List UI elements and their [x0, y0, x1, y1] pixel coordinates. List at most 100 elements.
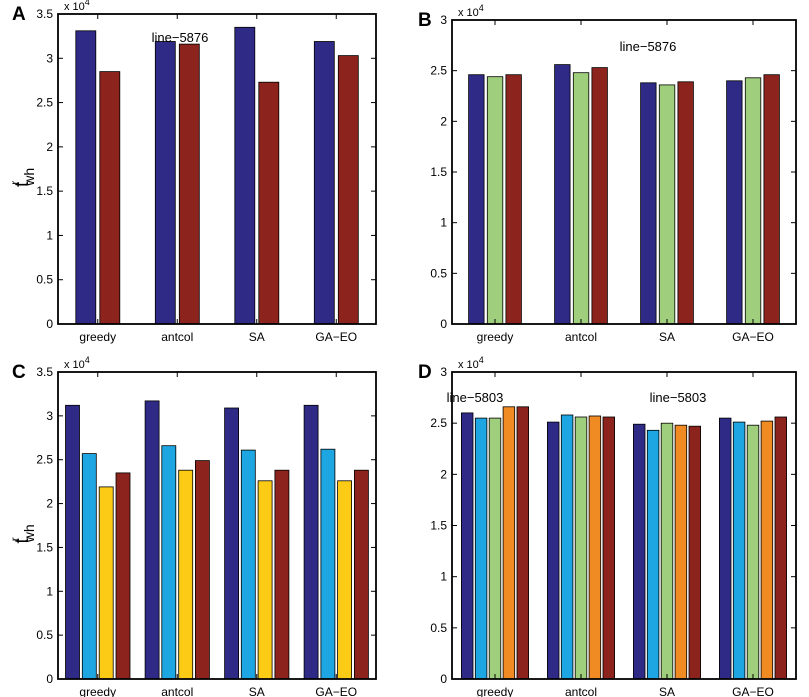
- bar-d-series-1-greedy: [460, 412, 474, 680]
- exponent-power-c: 4: [85, 355, 90, 365]
- exponent-base-c: x 10: [64, 359, 85, 371]
- exponent-label-c: x 104: [64, 355, 90, 371]
- bar-c-series-3-antcol: [178, 469, 194, 680]
- bar-d-series-4-sa: [674, 424, 688, 680]
- bar-c-series-3-sa: [257, 480, 273, 680]
- bar-a-series-1-sa: [234, 26, 256, 325]
- bar-d-series-2-greedy: [474, 417, 488, 680]
- bar-b-series-2-sa: [658, 84, 676, 325]
- bar-a-series-2-gaeo: [337, 55, 359, 325]
- ylabel-base-c: t: [12, 538, 33, 544]
- bar-a-series-1-antcol: [154, 41, 176, 325]
- ylabel-a: trwh: [8, 168, 37, 187]
- ytick-label-b-6: 3: [440, 13, 447, 27]
- bar-d-series-4-greedy: [502, 406, 516, 680]
- ylabel-c: trwh: [8, 524, 37, 543]
- bar-c-series-1-greedy: [65, 404, 80, 680]
- exponent-label-a: x 104: [64, 0, 90, 13]
- ytick-label-a-2: 1: [46, 228, 53, 242]
- bar-d-series-3-sa: [660, 422, 674, 680]
- ylabel-sup-c: r: [8, 537, 22, 541]
- ytick-label-d-4: 2: [440, 467, 447, 481]
- xtick-label-c-3: GA−EO: [315, 685, 357, 697]
- chart-title-d: line−5803: [650, 390, 707, 405]
- ytick-label-c-0: 0: [46, 672, 53, 686]
- xtick-label-c-2: SA: [249, 685, 265, 697]
- bar-a-series-1-greedy: [75, 30, 97, 325]
- ytick-label-d-5: 2.5: [430, 416, 447, 430]
- exponent-power-b: 4: [479, 3, 484, 13]
- bar-b-series-1-gaeo: [726, 80, 743, 325]
- bar-d-series-3-greedy: [488, 417, 502, 680]
- bar-c-series-1-gaeo: [303, 404, 319, 680]
- ytick-label-c-4: 2: [46, 497, 53, 511]
- bar-b-series-1-sa: [640, 82, 657, 325]
- ytick-label-d-0: 0: [440, 672, 447, 686]
- bar-b-series-3-sa: [677, 81, 694, 325]
- ytick-label-c-6: 3: [46, 409, 53, 423]
- ytick-label-b-2: 1: [440, 216, 447, 230]
- axes-frame-c: [57, 371, 377, 680]
- ytick-label-b-1: 0.5: [430, 266, 447, 280]
- bar-d-series-1-sa: [633, 423, 646, 680]
- panel-b: 0 0.5 1 1.5 2 2.5 3 greedy antcol SA GA−EO x 104 lin…: [418, 3, 797, 344]
- ytick-label-c-5: 2.5: [36, 453, 53, 467]
- xtick-label-c-1: antcol: [161, 685, 193, 697]
- bar-d-series-5-greedy: [516, 406, 530, 680]
- panel-d: 0 0.5 1 1.5 2 2.5 3 greedy antcol SA GA−EO x 104 lin…: [418, 355, 797, 697]
- ytick-label-c-7: 3.5: [36, 365, 53, 379]
- bar-d-series-5-sa: [688, 425, 702, 680]
- bar-b-series-1-antcol: [554, 64, 571, 325]
- bar-c-series-2-gaeo: [320, 448, 336, 680]
- ytick-label-d-1: 0.5: [430, 621, 447, 635]
- ytick-label-a-4: 2: [46, 140, 53, 154]
- chart-title-a: line−5876: [152, 30, 209, 45]
- xtick-label-a-2: SA: [249, 330, 265, 344]
- panel-label-d: D: [418, 362, 432, 383]
- ytick-label-a-7: 3.5: [36, 7, 53, 21]
- xtick-label-d-0: greedy: [477, 685, 514, 697]
- ytick-label-c-1: 0.5: [36, 628, 53, 642]
- bar-c-series-2-antcol: [161, 445, 177, 680]
- ytick-label-c-3: 1.5: [36, 540, 53, 554]
- bar-d-series-2-sa: [646, 429, 660, 680]
- ytick-label-a-1: 0.5: [36, 273, 53, 287]
- bar-b-series-1-greedy: [468, 74, 485, 325]
- xtick-label-d-2: SA: [659, 685, 675, 697]
- panel-label-c: C: [12, 362, 26, 383]
- bar-a-series-1-gaeo: [313, 41, 335, 325]
- bar-a-series-2-greedy: [99, 71, 121, 325]
- bar-a-series-2-antcol: [178, 43, 200, 325]
- xtick-label-b-0: greedy: [477, 330, 514, 344]
- bar-d-series-5-gaeo: [774, 416, 788, 680]
- bar-c-series-3-greedy: [98, 486, 114, 680]
- ytick-label-c-2: 1: [46, 584, 53, 598]
- ylabel-sub-a: wh: [21, 168, 37, 187]
- bar-d-series-3-gaeo: [746, 424, 760, 680]
- bar-b-series-3-gaeo: [763, 74, 780, 325]
- bar-d-series-1-gaeo: [719, 417, 732, 680]
- xtick-label-b-2: SA: [659, 330, 675, 344]
- exponent-power-d: 4: [479, 355, 484, 365]
- bar-c-series-2-greedy: [81, 453, 97, 680]
- bar-d-series-3-antcol: [574, 416, 588, 680]
- xtick-label-c-0: greedy: [79, 685, 116, 697]
- panel-a: 0 0.5 1 1.5 2 2.5 3 3.5 greedy antcol SA GA−EO x 104…: [8, 0, 377, 344]
- xtick-label-d-1: antcol: [565, 685, 597, 697]
- ytick-label-b-5: 2.5: [430, 64, 447, 78]
- bar-b-series-2-antcol: [572, 72, 590, 325]
- exponent-base-d: x 10: [458, 359, 479, 371]
- xtick-label-a-1: antcol: [161, 330, 193, 344]
- bar-d-series-5-antcol: [602, 416, 616, 680]
- xtick-label-a-3: GA−EO: [315, 330, 357, 344]
- ytick-label-a-6: 3: [46, 51, 53, 65]
- bar-c-series-2-sa: [240, 449, 256, 680]
- chart-title-b: line−5876: [620, 39, 677, 54]
- ytick-label-d-6: 3: [440, 365, 447, 379]
- bar-c-series-4-greedy: [115, 472, 131, 680]
- panel-label-a: A: [12, 4, 26, 25]
- panel-label-b: B: [418, 10, 432, 31]
- xtick-label-a-0: greedy: [79, 330, 116, 344]
